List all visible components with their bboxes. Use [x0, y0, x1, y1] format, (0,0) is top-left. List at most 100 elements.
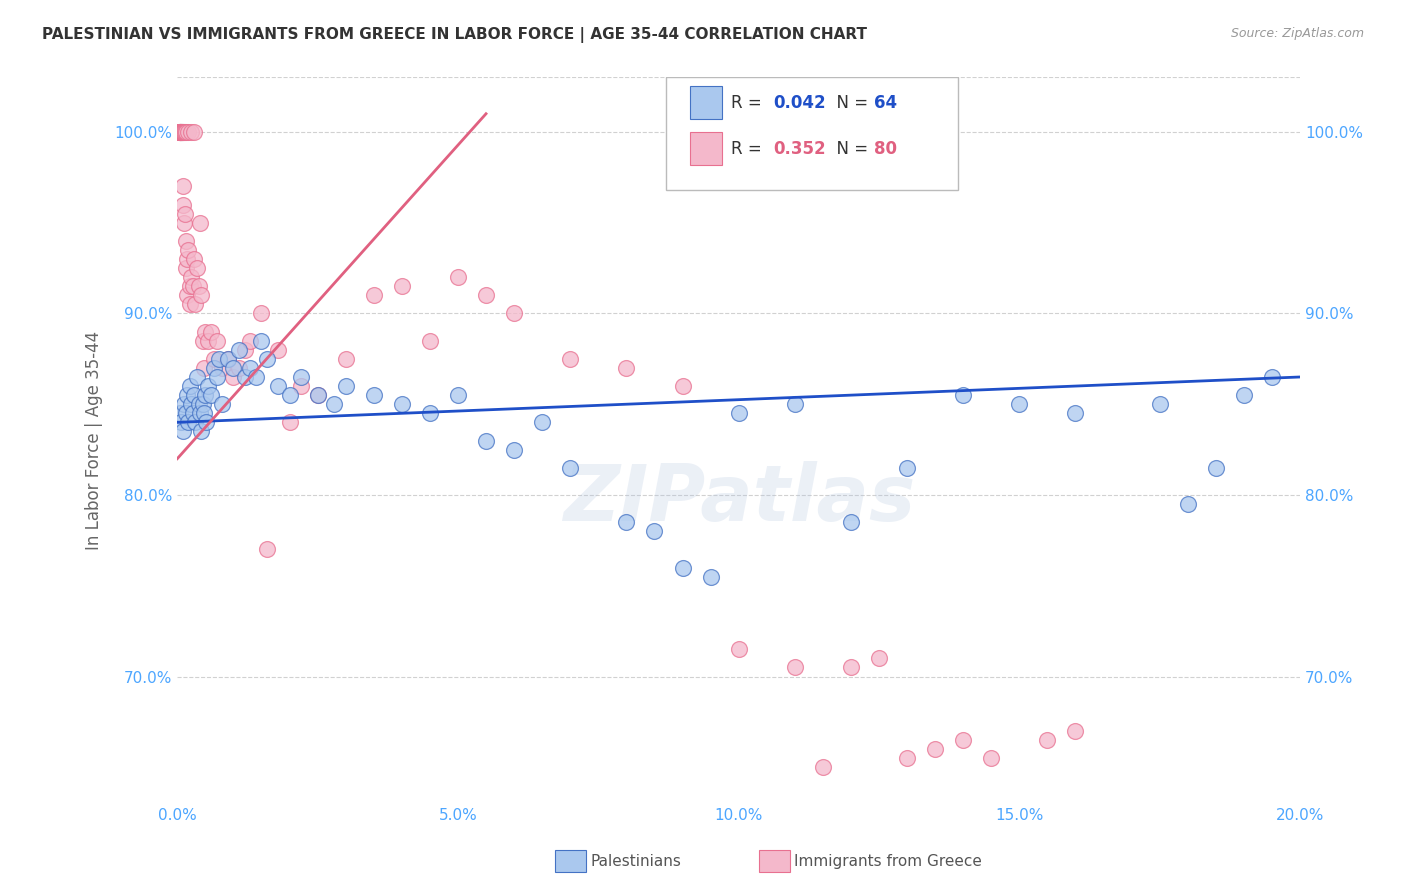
Point	[228, 360, 250, 375]
Point	[180, 397, 202, 411]
Point	[233, 370, 256, 384]
Point	[211, 360, 233, 375]
Text: Palestinians: Palestinians	[591, 855, 682, 869]
Point	[193, 406, 215, 420]
Point	[1008, 397, 1031, 411]
Point	[170, 125, 193, 139]
Point	[177, 243, 200, 257]
Point	[183, 252, 205, 266]
Point	[727, 642, 749, 657]
Text: PALESTINIAN VS IMMIGRANTS FROM GREECE IN LABOR FORCE | AGE 35-44 CORRELATION CHA: PALESTINIAN VS IMMIGRANTS FROM GREECE IN…	[42, 27, 868, 43]
Point	[181, 406, 204, 420]
Point	[174, 125, 197, 139]
Point	[172, 125, 194, 139]
Point	[181, 279, 204, 293]
Text: Immigrants from Greece: Immigrants from Greece	[794, 855, 983, 869]
Point	[200, 388, 222, 402]
Point	[202, 360, 225, 375]
Point	[239, 360, 262, 375]
Point	[250, 306, 273, 320]
Point	[173, 397, 195, 411]
Point	[419, 334, 441, 348]
Point	[290, 370, 312, 384]
Point	[363, 288, 385, 302]
Point	[169, 125, 191, 139]
Point	[167, 125, 190, 139]
Point	[323, 397, 346, 411]
Text: 0.042: 0.042	[773, 94, 827, 112]
Point	[503, 442, 526, 457]
Point	[391, 397, 413, 411]
Point	[245, 370, 267, 384]
Point	[172, 179, 194, 194]
Point	[1177, 497, 1199, 511]
Point	[174, 125, 197, 139]
Point	[239, 334, 262, 348]
Point	[447, 270, 470, 285]
Point	[169, 125, 191, 139]
Point	[924, 742, 946, 756]
Point	[290, 379, 312, 393]
Point	[222, 370, 245, 384]
Point	[184, 416, 207, 430]
Point	[222, 360, 245, 375]
Point	[170, 125, 193, 139]
Y-axis label: In Labor Force | Age 35-44: In Labor Force | Age 35-44	[86, 331, 103, 550]
Point	[202, 351, 225, 366]
Text: N =: N =	[827, 94, 873, 112]
Point	[896, 751, 918, 765]
Point	[179, 379, 201, 393]
Point	[174, 234, 197, 248]
Point	[307, 388, 329, 402]
Point	[174, 261, 197, 276]
Point	[811, 760, 834, 774]
Point	[1064, 406, 1087, 420]
Point	[170, 416, 193, 430]
Point	[177, 416, 200, 430]
Point	[335, 379, 357, 393]
Point	[169, 125, 191, 139]
Text: R =: R =	[731, 140, 766, 158]
Point	[267, 379, 290, 393]
Point	[197, 379, 219, 393]
Point	[363, 388, 385, 402]
Point	[217, 351, 239, 366]
Point	[173, 206, 195, 220]
Point	[727, 406, 749, 420]
Point	[307, 388, 329, 402]
Point	[188, 406, 211, 420]
Point	[170, 125, 193, 139]
Text: 80: 80	[875, 140, 897, 158]
FancyBboxPatch shape	[690, 87, 721, 119]
Point	[643, 524, 665, 539]
Point	[952, 388, 974, 402]
Point	[447, 388, 470, 402]
Point	[278, 388, 301, 402]
Point	[190, 425, 212, 439]
Point	[193, 360, 215, 375]
Point	[391, 279, 413, 293]
Point	[190, 288, 212, 302]
Point	[205, 334, 228, 348]
Point	[783, 397, 806, 411]
Point	[335, 351, 357, 366]
Point	[169, 125, 191, 139]
Point	[183, 125, 205, 139]
Point	[169, 125, 191, 139]
Point	[868, 651, 890, 665]
Point	[184, 297, 207, 311]
Point	[475, 288, 498, 302]
Point	[217, 351, 239, 366]
Point	[256, 351, 278, 366]
Point	[200, 325, 222, 339]
Text: Source: ZipAtlas.com: Source: ZipAtlas.com	[1230, 27, 1364, 40]
Point	[180, 270, 202, 285]
Point	[191, 334, 214, 348]
Point	[211, 397, 233, 411]
Point	[169, 125, 191, 139]
Point	[1233, 388, 1256, 402]
Point	[176, 388, 198, 402]
Point	[179, 279, 201, 293]
Point	[195, 416, 218, 430]
Point	[187, 397, 209, 411]
